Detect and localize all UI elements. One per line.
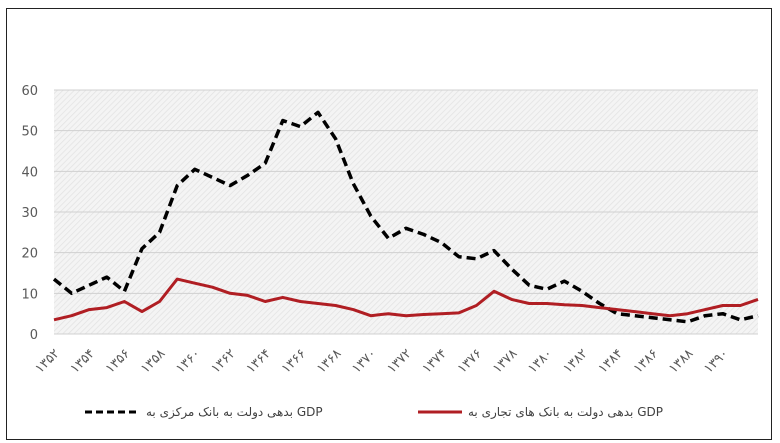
x-axis-ticks: ۱۳۵۲ ۱۳۵۴ ۱۳۵۶ ۱۳۵۸ ۱۳۶۰ ۱۳۶۲ ۱۳۶۴ ۱۳۶۶ ۱۳۶۸ ۱۳۷۰… [32,346,731,376]
x-tick-label: ۱۳۶۸ [314,346,344,376]
x-tick-label: ۱۳۸۸ [666,346,696,376]
x-tick-label: ۱۳۶۲ [208,346,238,376]
y-tick-label: 0 [30,328,38,343]
y-tick-label: 60 [21,84,38,99]
x-tick-label: ۱۳۷۰ [349,346,379,376]
x-tick-label: ۱۳۷۲ [384,346,414,376]
y-tick-label: 50 [21,125,38,140]
x-tick-label: ۱۳۷۴ [420,346,450,376]
x-tick-label: ۱۳۷۸ [490,346,520,376]
y-tick-label: 30 [21,206,38,221]
y-tick-label: 10 [21,287,38,302]
y-tick-label: 40 [21,165,38,180]
legend: بدهی دولت به بانک مرکزی به GDP بدهی دولت… [85,405,663,420]
x-tick-label: ۱۳۸۰ [525,346,555,376]
x-tick-label: ۱۳۵۶ [103,346,133,376]
x-tick-label: ۱۳۶۴ [244,346,274,376]
x-tick-label: ۱۳۵۲ [32,346,62,376]
x-tick-label: ۱۳۷۶ [455,346,485,376]
y-tick-label: 20 [21,247,38,262]
x-tick-label: ۱۳۸۶ [631,346,661,376]
legend-label-commercial-banks: بدهی دولت به بانک های تجاری به GDP [468,405,663,420]
legend-item-central-bank: بدهی دولت به بانک مرکزی به GDP [85,405,323,420]
x-tick-label: ۱۳۹۰ [701,346,731,376]
y-axis-ticks: 0 10 20 30 40 50 60 [21,84,38,343]
x-tick-label: ۱۳۸۴ [596,346,626,376]
legend-label-central-bank: بدهی دولت به بانک مرکزی به GDP [146,405,323,420]
x-tick-label: ۱۳۵۴ [68,346,98,376]
x-tick-label: ۱۳۶۶ [279,346,309,376]
x-tick-label: ۱۳۶۰ [173,346,203,376]
x-tick-label: ۱۳۵۸ [138,346,168,376]
legend-item-commercial-banks: بدهی دولت به بانک های تجاری به GDP [418,405,663,420]
x-tick-label: ۱۳۸۲ [560,346,590,376]
